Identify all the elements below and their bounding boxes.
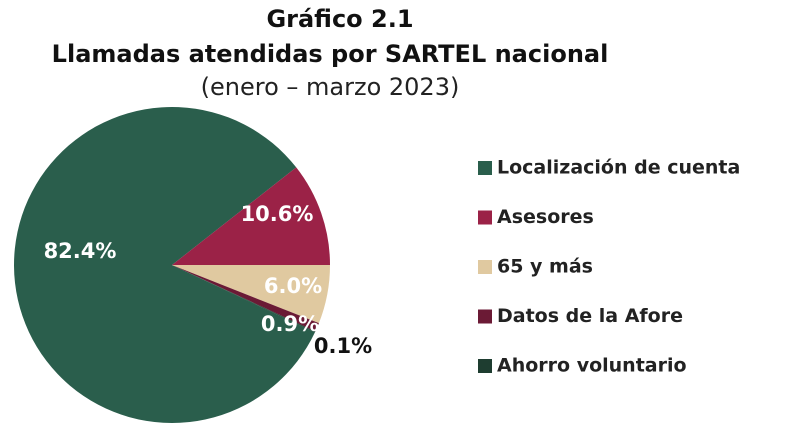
data-label: 6.0% xyxy=(264,274,322,298)
legend-label: Datos de la Afore xyxy=(497,305,683,327)
legend-swatch xyxy=(478,309,492,324)
data-label: 82.4% xyxy=(44,239,117,263)
pie-slice xyxy=(172,265,316,333)
chart-subtitle: Llamadas atendidas por SARTEL nacional xyxy=(52,40,609,68)
legend-label: Localización de cuenta xyxy=(497,157,740,179)
legend-label: Ahorro voluntario xyxy=(497,355,687,377)
pie-slice xyxy=(172,167,330,265)
legend-label: 65 y más xyxy=(497,256,593,278)
data-label: 0.1% xyxy=(314,334,372,358)
data-label: 0.9% xyxy=(261,312,319,336)
legend-swatch xyxy=(478,210,492,225)
pie-slice xyxy=(172,265,319,332)
legend-swatch xyxy=(478,260,492,274)
legend-swatch xyxy=(478,161,492,175)
pie-slice xyxy=(14,107,315,423)
data-label: 10.6% xyxy=(241,202,314,226)
legend-label: Asesores xyxy=(497,206,594,228)
pie-slice xyxy=(172,265,330,324)
chart-period: (enero – marzo 2023) xyxy=(201,73,460,101)
legend-swatch xyxy=(478,359,492,373)
chart-title: Gráfico 2.1 xyxy=(266,5,413,33)
